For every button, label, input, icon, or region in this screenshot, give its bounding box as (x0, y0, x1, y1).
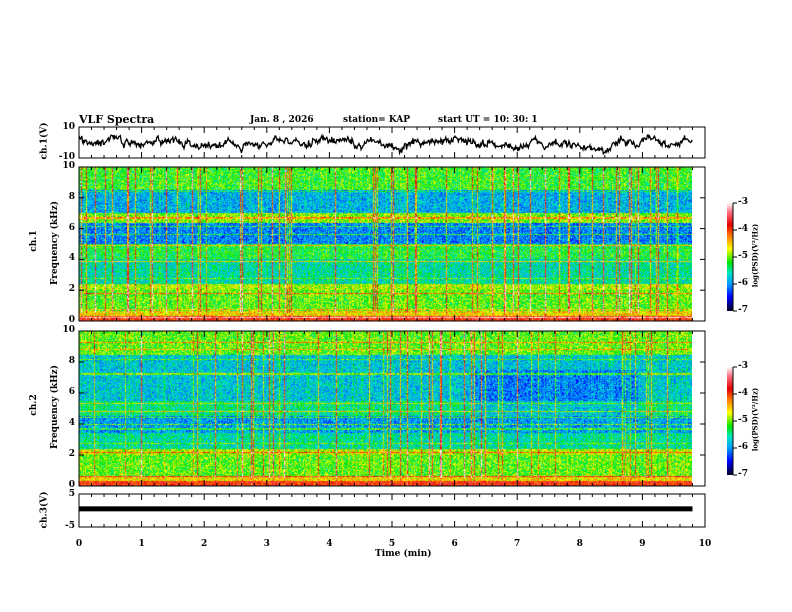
x-tick-label: 0 (75, 539, 83, 549)
ch2-freq-label: Frequency (kHz) (50, 365, 60, 450)
panel-frame-1 (78, 166, 706, 322)
freq-ytick-label: 10 (62, 161, 75, 171)
ch1-freq-label: Frequency (kHz) (50, 201, 60, 286)
x-tick-label: 3 (263, 539, 270, 549)
colorbar-tick-label: -5 (738, 251, 748, 261)
colorbar-tick-label: -4 (738, 388, 748, 398)
freq-ytick-label: 4 (68, 418, 75, 428)
ch2-colorbar (727, 367, 733, 475)
x-tick-label: 4 (326, 539, 333, 549)
ch3-ytick-top: 5 (68, 489, 75, 499)
date-label: Jan. 8 , 2026 (250, 115, 314, 125)
colorbar-tick-label: -7 (738, 305, 748, 315)
freq-ytick-label: 6 (68, 222, 75, 233)
colorbar-tick-label: -4 (738, 224, 748, 234)
station-label: station= KAP (343, 115, 411, 125)
ch3-ytick-bottom: -5 (65, 521, 75, 531)
x-tick-label: 6 (451, 539, 458, 549)
ch2-top-label: ch.2 (29, 394, 39, 416)
x-tick-label: 5 (388, 539, 396, 549)
colorbar-tick-label: -5 (738, 415, 748, 425)
start-ut-label: start UT = 10: 30: 1 (438, 115, 538, 125)
x-tick-label: 10 (698, 539, 712, 549)
panel-frame-2 (78, 330, 706, 487)
ch1-ytick-top: 10 (62, 122, 75, 132)
colorbar-tick-label: -3 (738, 361, 748, 371)
freq-ytick-label: 8 (68, 356, 75, 366)
freq-ytick-label: 10 (62, 325, 75, 335)
freq-ytick-label: 8 (68, 191, 75, 202)
freq-ytick-label: 0 (68, 480, 75, 490)
ch3-waveform-line (79, 506, 693, 512)
colorbar-tick-label: -7 (738, 469, 748, 479)
ch3-ylabel: ch.3(V) (39, 491, 50, 529)
ch1-waveform-line (78, 133, 693, 156)
x-axis-label: Time (min) (375, 549, 432, 559)
colorbar-tick-label: -6 (738, 278, 748, 288)
freq-ytick-label: 0 (68, 315, 75, 325)
ch1-colorbar (727, 203, 733, 311)
ch1-top-label: ch.1 (29, 230, 39, 252)
ch2-spectrogram (79, 331, 692, 486)
colorbar-tick-label: -3 (738, 197, 748, 207)
colorbar-tick-label: -6 (738, 442, 748, 452)
colorbar1-label: log(PSD)(V²/Hz) (750, 223, 760, 288)
ch1-ylabel: ch.1(V) (39, 122, 50, 160)
x-tick-label: 9 (639, 539, 646, 549)
freq-ytick-label: 2 (68, 284, 75, 295)
x-tick-label: 8 (576, 539, 583, 549)
x-tick-label: 1 (138, 539, 145, 549)
freq-ytick-label: 2 (68, 449, 75, 459)
x-tick-label: 2 (201, 539, 208, 549)
x-tick-label: 7 (514, 539, 521, 549)
freq-ytick-label: 6 (68, 387, 75, 397)
figure-title: VLF Spectra (79, 113, 155, 126)
colorbar2-label: log(PSD)(V²/Hz) (750, 387, 760, 452)
ch1-ytick-bottom: -10 (58, 152, 75, 162)
ch1-spectrogram (79, 167, 692, 321)
freq-ytick-label: 4 (68, 253, 75, 264)
